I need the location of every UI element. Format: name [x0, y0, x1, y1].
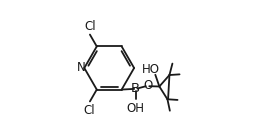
Text: Cl: Cl: [85, 20, 97, 33]
Text: Cl: Cl: [83, 104, 95, 117]
Text: OH: OH: [127, 102, 145, 115]
Text: N: N: [76, 61, 85, 75]
Text: HO: HO: [142, 63, 160, 76]
Text: B: B: [131, 82, 140, 95]
Text: O: O: [143, 79, 153, 92]
